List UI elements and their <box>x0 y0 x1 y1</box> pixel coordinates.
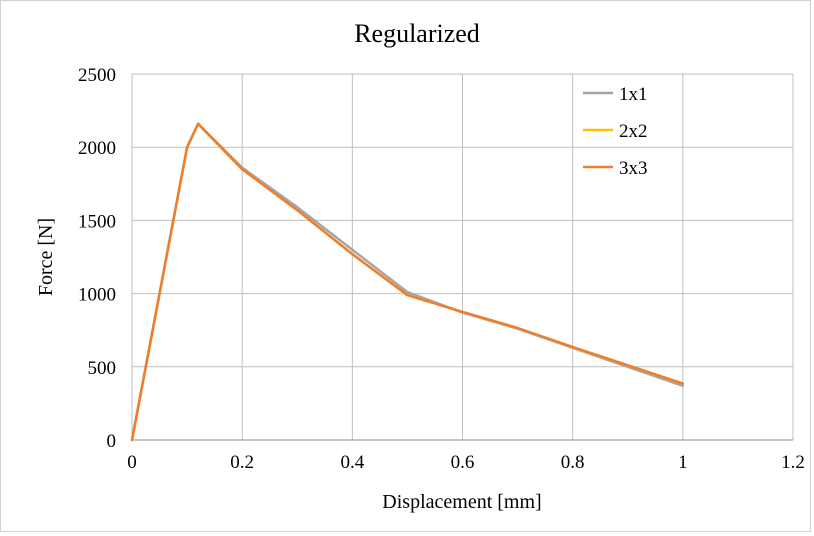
y-tick-label: 500 <box>88 358 117 379</box>
grid <box>132 73 794 440</box>
series-line-2x2 <box>130 122 685 442</box>
legend-label-2x2: 2x2 <box>619 121 648 142</box>
y-tick-label: 0 <box>107 431 117 452</box>
legend-label-1x1: 1x1 <box>619 84 648 105</box>
axes: 0 0.2 0.4 0.6 0.8 1 1.2 0 500 1000 1500 2000 2500 <box>78 65 805 473</box>
series-line-1x1 <box>130 122 685 442</box>
chart-title: Regularized <box>354 19 480 48</box>
series-line-3x3 <box>130 122 685 442</box>
x-axis-label: Displacement [mm] <box>382 491 541 513</box>
legend: 1x1 2x2 3x3 <box>583 84 648 179</box>
legend-label-3x3: 3x3 <box>619 158 648 179</box>
y-tick-label: 2000 <box>78 138 116 159</box>
y-tick-label: 1000 <box>78 285 116 306</box>
x-tick-label: 0.8 <box>561 452 585 473</box>
y-axis-label: Force [N] <box>35 218 57 296</box>
x-tick-label: 0.2 <box>230 452 254 473</box>
x-tick-label: 0.4 <box>340 452 364 473</box>
y-tick-label: 2500 <box>78 65 116 86</box>
x-tick-label: 1.2 <box>781 452 805 473</box>
x-tick-label: 0 <box>127 452 137 473</box>
x-tick-label: 1 <box>678 452 688 473</box>
x-tick-label: 0.6 <box>451 452 475 473</box>
y-tick-label: 1500 <box>78 211 116 232</box>
series-lines <box>130 122 685 442</box>
